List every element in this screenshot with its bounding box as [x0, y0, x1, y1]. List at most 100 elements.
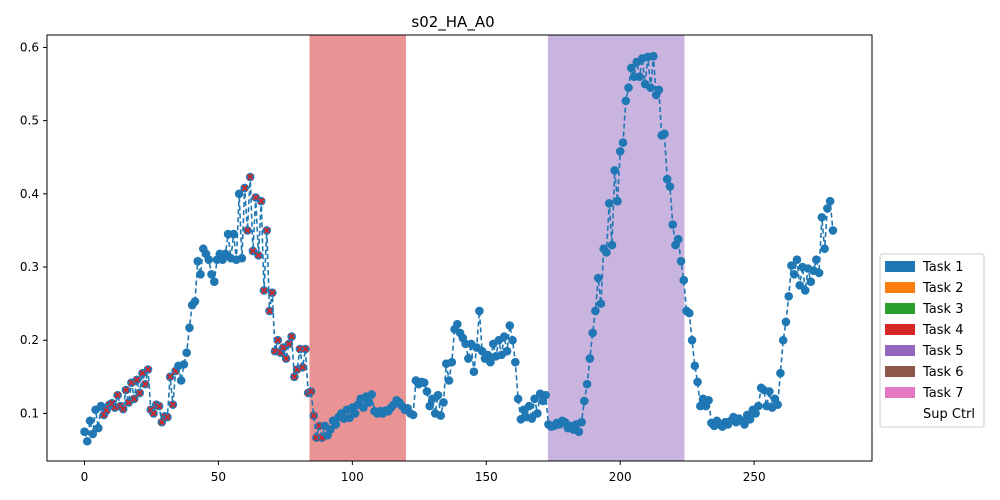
task4-marker [136, 389, 143, 397]
task4-marker [249, 247, 257, 255]
data-point [792, 255, 802, 265]
legend-item-task-2: Task 2 [885, 281, 963, 296]
data-point [627, 63, 636, 73]
legend-label: Task 6 [922, 365, 963, 380]
data-point [364, 398, 374, 407]
data-point [367, 390, 377, 399]
data-point [185, 323, 194, 333]
data-point [82, 436, 92, 446]
legend-label: Task 3 [922, 302, 963, 317]
data-point [237, 253, 247, 263]
data-point [593, 273, 603, 283]
shaded-region-task-4 [309, 35, 406, 461]
legend-item-sup-ctrl: Sup Ctrl [885, 407, 975, 422]
data-point [591, 306, 600, 316]
task4-marker [122, 386, 130, 394]
data-point [745, 414, 755, 424]
data-point [618, 138, 628, 147]
data-point [787, 261, 796, 270]
data-point [776, 368, 785, 378]
data-point [436, 411, 446, 420]
data-point [533, 409, 542, 418]
data-point [350, 409, 360, 418]
data-point [229, 229, 238, 239]
legend-swatch [885, 261, 915, 272]
data-point [684, 308, 694, 318]
data-point [784, 292, 794, 301]
legend-label: Task 5 [922, 344, 963, 359]
series-line-task1 [83, 56, 834, 442]
data-point [814, 268, 824, 278]
data-point [825, 196, 835, 206]
x-tick-label: 50 [211, 470, 226, 484]
legend-swatch [885, 345, 915, 356]
data-point [234, 189, 244, 199]
data-point [582, 379, 592, 389]
data-point [660, 129, 669, 139]
data-point [88, 429, 98, 439]
data-point [646, 83, 655, 92]
task4-marker [307, 388, 315, 395]
data-point [654, 85, 664, 95]
data-point [524, 401, 534, 411]
task4-marker [169, 401, 177, 408]
data-points [80, 51, 838, 446]
task4-marker [269, 289, 276, 296]
data-point [541, 390, 550, 400]
data-point [800, 286, 810, 295]
data-point [439, 398, 448, 407]
task4-marker [258, 197, 265, 205]
task4-marker [246, 173, 254, 181]
data-point [585, 354, 595, 363]
data-point [176, 376, 186, 385]
shaded-region-task-5 [547, 35, 685, 461]
data-point [615, 147, 625, 156]
data-point [765, 387, 774, 396]
data-point [499, 332, 509, 341]
data-point [795, 281, 805, 290]
data-point [447, 357, 457, 367]
x-tick-label: 250 [743, 470, 766, 484]
data-point [419, 378, 429, 387]
legend-swatch [885, 324, 915, 335]
y-tick-label: 0.3 [20, 260, 39, 274]
legend-swatch [885, 282, 915, 293]
legend-swatch [885, 303, 915, 314]
data-point [806, 277, 816, 286]
data-point [668, 220, 678, 229]
data-point [662, 174, 672, 184]
data-point [574, 427, 584, 437]
data-point [464, 354, 473, 363]
task4-marker [310, 412, 317, 419]
task4-marker [114, 391, 121, 399]
data-point [635, 72, 644, 82]
task4-marker [285, 340, 293, 348]
y-tick-label: 0.6 [20, 40, 39, 54]
legend-swatch [885, 387, 915, 398]
data-point [433, 390, 443, 400]
legend-label: Task 2 [922, 281, 963, 296]
data-point [182, 348, 191, 357]
task4-marker [166, 373, 174, 381]
y-tick-label: 0.1 [20, 406, 39, 420]
data-point [85, 416, 95, 426]
data-point [359, 403, 368, 412]
data-point [508, 335, 517, 345]
task4-marker [282, 355, 290, 362]
data-point [196, 270, 205, 279]
legend-item-task-7: Task 7 [885, 386, 963, 401]
y-tick-label: 0.2 [20, 333, 39, 347]
data-point [502, 346, 512, 356]
data-point [94, 423, 103, 433]
task4-marker [260, 287, 268, 294]
task4-marker [274, 336, 282, 344]
data-point [422, 387, 432, 396]
data-point [773, 400, 782, 409]
data-point [602, 248, 611, 257]
shaded-regions [309, 35, 685, 461]
data-point [828, 226, 838, 235]
data-point [610, 166, 620, 175]
task4-marker [150, 410, 157, 417]
task4-marker [288, 333, 295, 340]
data-point [751, 409, 760, 418]
